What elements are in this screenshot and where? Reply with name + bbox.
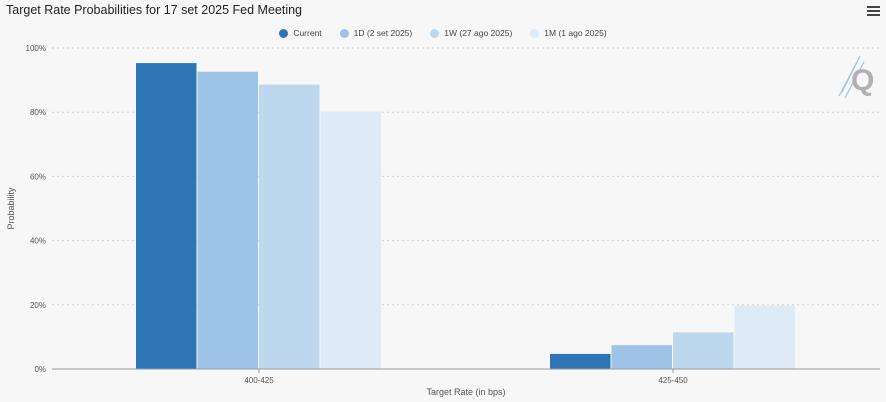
- x-tick-label: 400-425: [244, 376, 274, 385]
- legend-item-3[interactable]: 1M (1 ago 2025): [530, 28, 607, 38]
- legend-label-2: 1W (27 ago 2025): [444, 28, 513, 38]
- legend-swatch-3: [530, 28, 540, 38]
- x-tick-label: 425-450: [658, 376, 688, 385]
- y-axis-title: Probability: [6, 187, 16, 230]
- bar-400-425-1[interactable]: [197, 71, 259, 369]
- x-axis-title: Target Rate (in bps): [426, 387, 505, 397]
- y-tick-label: 20%: [30, 301, 46, 310]
- bar-400-425-0[interactable]: [136, 63, 197, 369]
- y-tick-label: 80%: [30, 108, 46, 117]
- legend-item-1[interactable]: 1D (2 set 2025): [339, 28, 413, 38]
- chart-title: Target Rate Probabilities for 17 set 202…: [6, 3, 303, 17]
- svg-text:Q: Q: [851, 64, 874, 97]
- bar-425-450-2[interactable]: [673, 332, 734, 369]
- bar-400-425-3[interactable]: [320, 111, 382, 370]
- legend-item-0[interactable]: Current: [279, 28, 322, 38]
- legend-swatch-1: [339, 28, 349, 38]
- legend: Current 1D (2 set 2025) 1W (27 ago 2025) 1M…: [0, 28, 886, 38]
- hamburger-menu-icon[interactable]: [867, 4, 880, 17]
- y-tick-label: 60%: [30, 172, 46, 181]
- legend-swatch-2: [430, 28, 440, 38]
- legend-label-0: Current: [293, 28, 322, 38]
- bar-400-425-2[interactable]: [259, 84, 320, 370]
- legend-label-1: 1D (2 set 2025): [353, 28, 413, 38]
- y-tick-label: 100%: [26, 44, 46, 53]
- bar-425-450-1[interactable]: [611, 345, 673, 369]
- bar-425-450-0[interactable]: [550, 353, 611, 369]
- legend-item-2[interactable]: 1W (27 ago 2025): [430, 28, 512, 38]
- q-logo-icon: Q: [838, 55, 874, 99]
- y-tick-label: 0%: [34, 365, 46, 374]
- legend-swatch-0: [279, 28, 289, 38]
- y-tick-label: 40%: [30, 237, 46, 246]
- legend-label-3: 1M (1 ago 2025): [544, 28, 607, 38]
- bar-425-450-3[interactable]: [734, 305, 796, 369]
